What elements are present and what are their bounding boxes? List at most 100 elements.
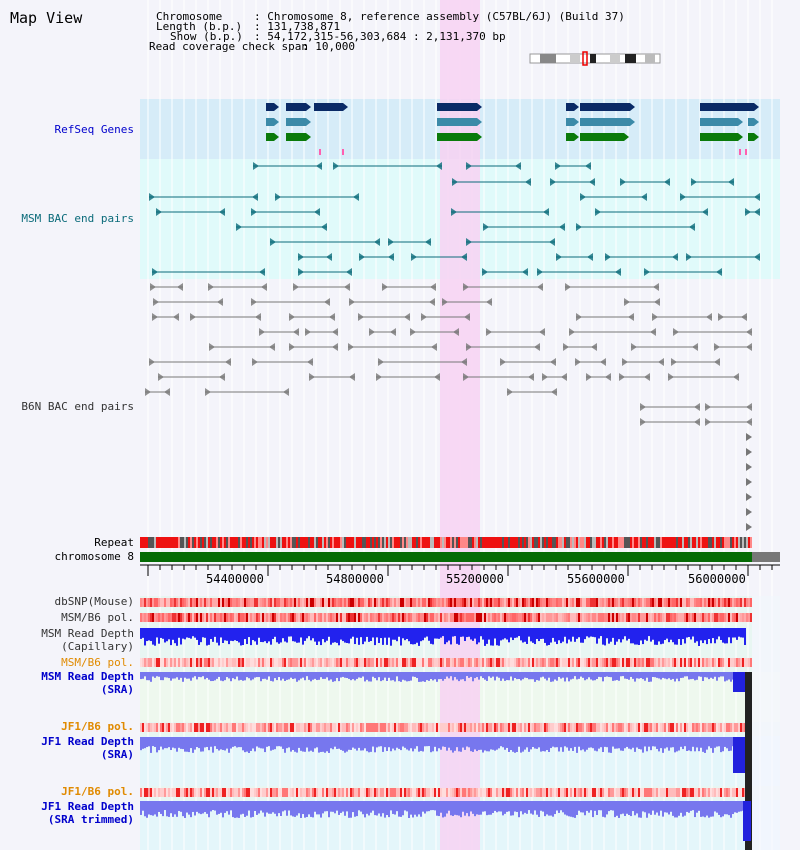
msm-b6-pol-sra-cell	[640, 658, 642, 667]
msm-sra-depth-bar	[662, 672, 664, 678]
dbsnp-cell	[150, 598, 152, 607]
repeat-element	[376, 537, 378, 548]
repeat-element	[730, 537, 732, 548]
gene-strand-arrow	[574, 118, 579, 126]
track-label-jf1-depth-sra-line1[interactable]: JF1 Read Depth	[41, 735, 134, 748]
msm-b6-pol-cell	[498, 613, 500, 622]
msm-b6-pol-sra-cell	[192, 658, 194, 667]
repeat-element	[308, 537, 310, 548]
track-label-b6n-bac[interactable]: B6N BAC end pairs	[21, 400, 134, 413]
msm-b6-pol-sra-cell	[660, 658, 662, 667]
repeat-element	[326, 537, 328, 548]
track-label-refseq-genes[interactable]: RefSeq Genes	[54, 123, 134, 136]
repeat-element	[606, 537, 608, 548]
jf1-b6-pol-2-cell	[444, 788, 446, 797]
msm-bac-pair-end	[314, 208, 320, 216]
jf1-b6-pol-2-cell	[644, 788, 646, 797]
jf1-trim-depth-bar	[728, 801, 730, 816]
dbsnp-cell	[548, 598, 550, 607]
msm-b6-pol-sra-cell	[602, 658, 604, 667]
jf1-b6-pol-2-cell	[622, 788, 624, 797]
b6n-bac-pair-end	[158, 373, 164, 381]
dbsnp-cell	[380, 598, 382, 607]
jf1-b6-pol-2-cell	[482, 788, 484, 797]
repeat-element	[666, 537, 668, 548]
jf1-sra-depth-bar	[310, 737, 312, 751]
track-label-msm-b6-pol-2[interactable]: MSM/B6 pol.	[61, 656, 134, 669]
msm-b6-pol-sra-cell	[676, 658, 678, 667]
jf1-trim-depth-bar	[626, 801, 628, 814]
jf1-trim-depth-bar	[168, 801, 170, 817]
jf1-sra-depth-bar	[514, 737, 516, 753]
msm-sra-depth-bar	[200, 672, 202, 678]
jf1-b6-pol-cell	[546, 723, 548, 732]
msm-capillary-depth-bar	[544, 628, 546, 643]
repeat-element	[580, 537, 582, 548]
msm-sra-depth-bar	[280, 672, 282, 681]
msm-b6-pol-cell	[300, 613, 302, 622]
msm-b6-pol-cell	[456, 613, 458, 622]
track-label-jf1-b6-pol-1[interactable]: JF1/B6 pol.	[61, 720, 134, 733]
msm-sra-depth-bar	[146, 672, 148, 681]
track-label-msm-depth-cap-line1[interactable]: MSM Read Depth	[41, 627, 134, 640]
msm-b6-pol-sra-cell	[292, 658, 294, 667]
msm-b6-pol-cell	[572, 613, 574, 622]
msm-b6-pol-cell	[450, 613, 452, 622]
track-label-repeat[interactable]: Repeat	[94, 536, 134, 549]
msm-b6-pol-sra-cell	[296, 658, 298, 667]
jf1-trim-depth-bar	[304, 801, 306, 818]
jf1-b6-pol-2-cell	[396, 788, 398, 797]
track-label-msm-depth-sra-line1[interactable]: MSM Read Depth	[41, 670, 134, 683]
msm-sra-depth-bar	[460, 672, 462, 680]
msm-b6-pol-sra-cell	[716, 658, 718, 667]
repeat-element	[532, 537, 534, 548]
jf1-sra-depth-bar	[468, 737, 470, 748]
jf1-sra-depth-bar	[330, 737, 332, 749]
msm-capillary-depth-bar	[704, 628, 706, 641]
repeat-element	[618, 537, 620, 548]
msm-sra-depth-bar	[468, 672, 470, 678]
jf1-trim-depth-bar	[300, 801, 302, 818]
msm-bac-pair-end	[156, 208, 162, 216]
msm-b6-pol-sra-cell	[288, 658, 290, 667]
msm-b6-pol-sra-cell	[276, 658, 278, 667]
b6n-bac-end	[746, 463, 752, 471]
track-label-msm-bac[interactable]: MSM BAC end pairs	[21, 212, 134, 225]
dbsnp-cell	[420, 598, 422, 607]
repeat-element	[270, 537, 272, 548]
msm-b6-pol-cell	[140, 613, 142, 622]
jf1-b6-pol-2-cell	[326, 788, 328, 797]
jf1-sra-depth-bar	[426, 737, 428, 747]
track-label-dbsnp[interactable]: dbSNP(Mouse)	[54, 595, 134, 608]
b6n-bac-pair-end	[551, 388, 557, 396]
msm-b6-pol-sra-cell	[316, 658, 318, 667]
jf1-b6-pol-2-cell	[694, 788, 696, 797]
track-label-jf1-depth-trim-line1[interactable]: JF1 Read Depth	[41, 800, 134, 813]
jf1-sra-depth-bar	[334, 737, 336, 747]
msm-b6-pol-cell	[326, 613, 328, 622]
track-label-jf1-b6-pol-2[interactable]: JF1/B6 pol.	[61, 785, 134, 798]
msm-sra-depth-spike	[733, 672, 745, 692]
msm-b6-pol-sra-cell	[610, 658, 612, 667]
msm-b6-pol-sra-cell	[502, 658, 504, 667]
dbsnp-cell	[650, 598, 652, 607]
gene-feature	[580, 133, 624, 141]
dbsnp-cell	[318, 598, 320, 607]
msm-b6-pol-sra-cell	[500, 658, 502, 667]
dbsnp-cell	[486, 598, 488, 607]
jf1-b6-pol-2-cell	[394, 788, 396, 797]
msm-b6-pol-sra-cell	[384, 658, 386, 667]
msm-b6-pol-cell	[540, 613, 542, 622]
msm-sra-depth-bar	[330, 672, 332, 680]
msm-b6-pol-cell	[184, 613, 186, 622]
jf1-b6-pol-cell	[522, 723, 524, 732]
dbsnp-cell	[408, 598, 410, 607]
track-label-chromosome[interactable]: chromosome 8	[54, 550, 134, 563]
msm-b6-pol-cell	[360, 613, 362, 622]
msm-sra-depth-bar	[154, 672, 156, 678]
track-label-msm-b6-pol-1[interactable]: MSM/B6 pol.	[61, 611, 134, 624]
jf1-sra-depth-bar	[572, 737, 574, 751]
jf1-b6-pol-cell	[378, 723, 380, 732]
dbsnp-cell	[228, 598, 230, 607]
msm-b6-pol-sra-cell	[400, 658, 402, 667]
